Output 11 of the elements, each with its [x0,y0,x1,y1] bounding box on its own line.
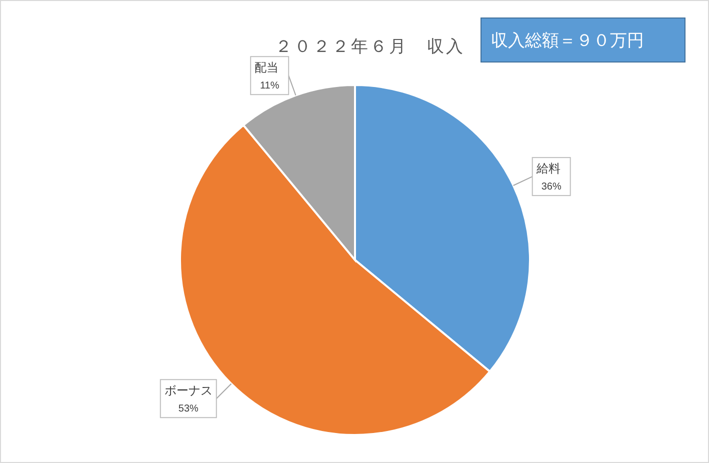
data-label: 36% [541,182,562,193]
data-label: 53% [178,404,199,415]
data-label: 11% [260,80,280,92]
slice-label: 配当 [254,60,279,75]
data-label: 配当 11% [250,56,296,96]
annotation: 収入総額＝９０万円 [480,18,686,62]
data-label: ボーナス 53% [160,379,232,418]
slice-label: 給料 [535,162,560,176]
data-label: 給料 36% [512,157,571,196]
title: ２０２２年６月 収入 [275,37,465,56]
slice-label: ボーナス [164,384,212,398]
